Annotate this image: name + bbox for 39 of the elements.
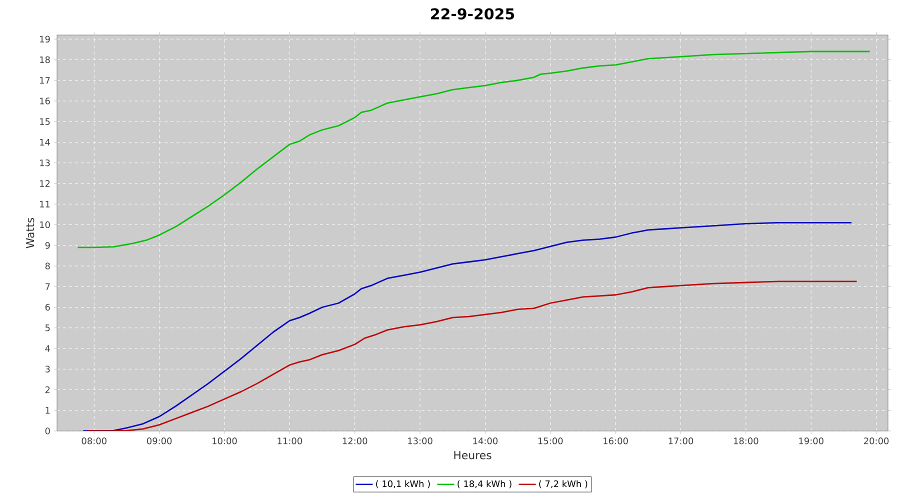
y-tick-label: 15 [40,118,50,125]
chart-title: 22-9-2025 [431,8,514,20]
y-tick-label: 6 [45,304,50,311]
y-tick-label: 16 [40,98,50,104]
x-tick-label: 18:00 [734,438,758,444]
x-tick-label: 12:00 [342,438,368,444]
x-tick-label: 20:00 [864,438,889,444]
x-tick-label: 09:00 [147,438,172,444]
y-tick-label: 12 [40,180,50,187]
x-tick-label: 14:00 [473,438,498,444]
y-tick-label: 13 [40,159,50,166]
y-tick-label: 14 [40,138,50,146]
y-tick-label: 11 [40,200,50,208]
x-tick-label: 17:00 [668,438,694,444]
legend-label: ( 18,4 kWh ) [458,480,512,488]
y-tick-label: 7 [46,283,50,290]
y-tick-label: 2 [45,386,50,394]
x-tick-label: 16:00 [604,438,628,444]
legend-label: ( 7,2 kWh ) [539,480,588,488]
x-tick-label: 15:00 [538,438,563,444]
x-tick-label: 10:00 [212,438,237,444]
x-tick-label: 08:00 [82,438,106,444]
y-tick-label: 17 [40,77,50,84]
y-axis-title: Watts [26,218,34,248]
x-tick-label: 11:00 [278,438,302,444]
y-tick-label: 19 [40,36,50,43]
y-tick-label: 3 [45,366,50,373]
y-tick-label: 8 [45,262,50,270]
y-tick-label: 18 [40,56,50,64]
y-tick-label: 10 [40,221,50,228]
y-tick-label: 1 [46,407,50,414]
x-tick-label: 19:00 [799,438,824,444]
y-tick-label: 5 [45,324,50,332]
y-tick-label: 0 [45,428,50,434]
y-tick-label: 4 [45,345,50,352]
x-axis-title: Heures [454,451,492,460]
y-tick-label: 9 [45,242,50,249]
legend-label: ( 10,1 kWh ) [376,480,430,488]
x-tick-label: 13:00 [408,438,432,444]
